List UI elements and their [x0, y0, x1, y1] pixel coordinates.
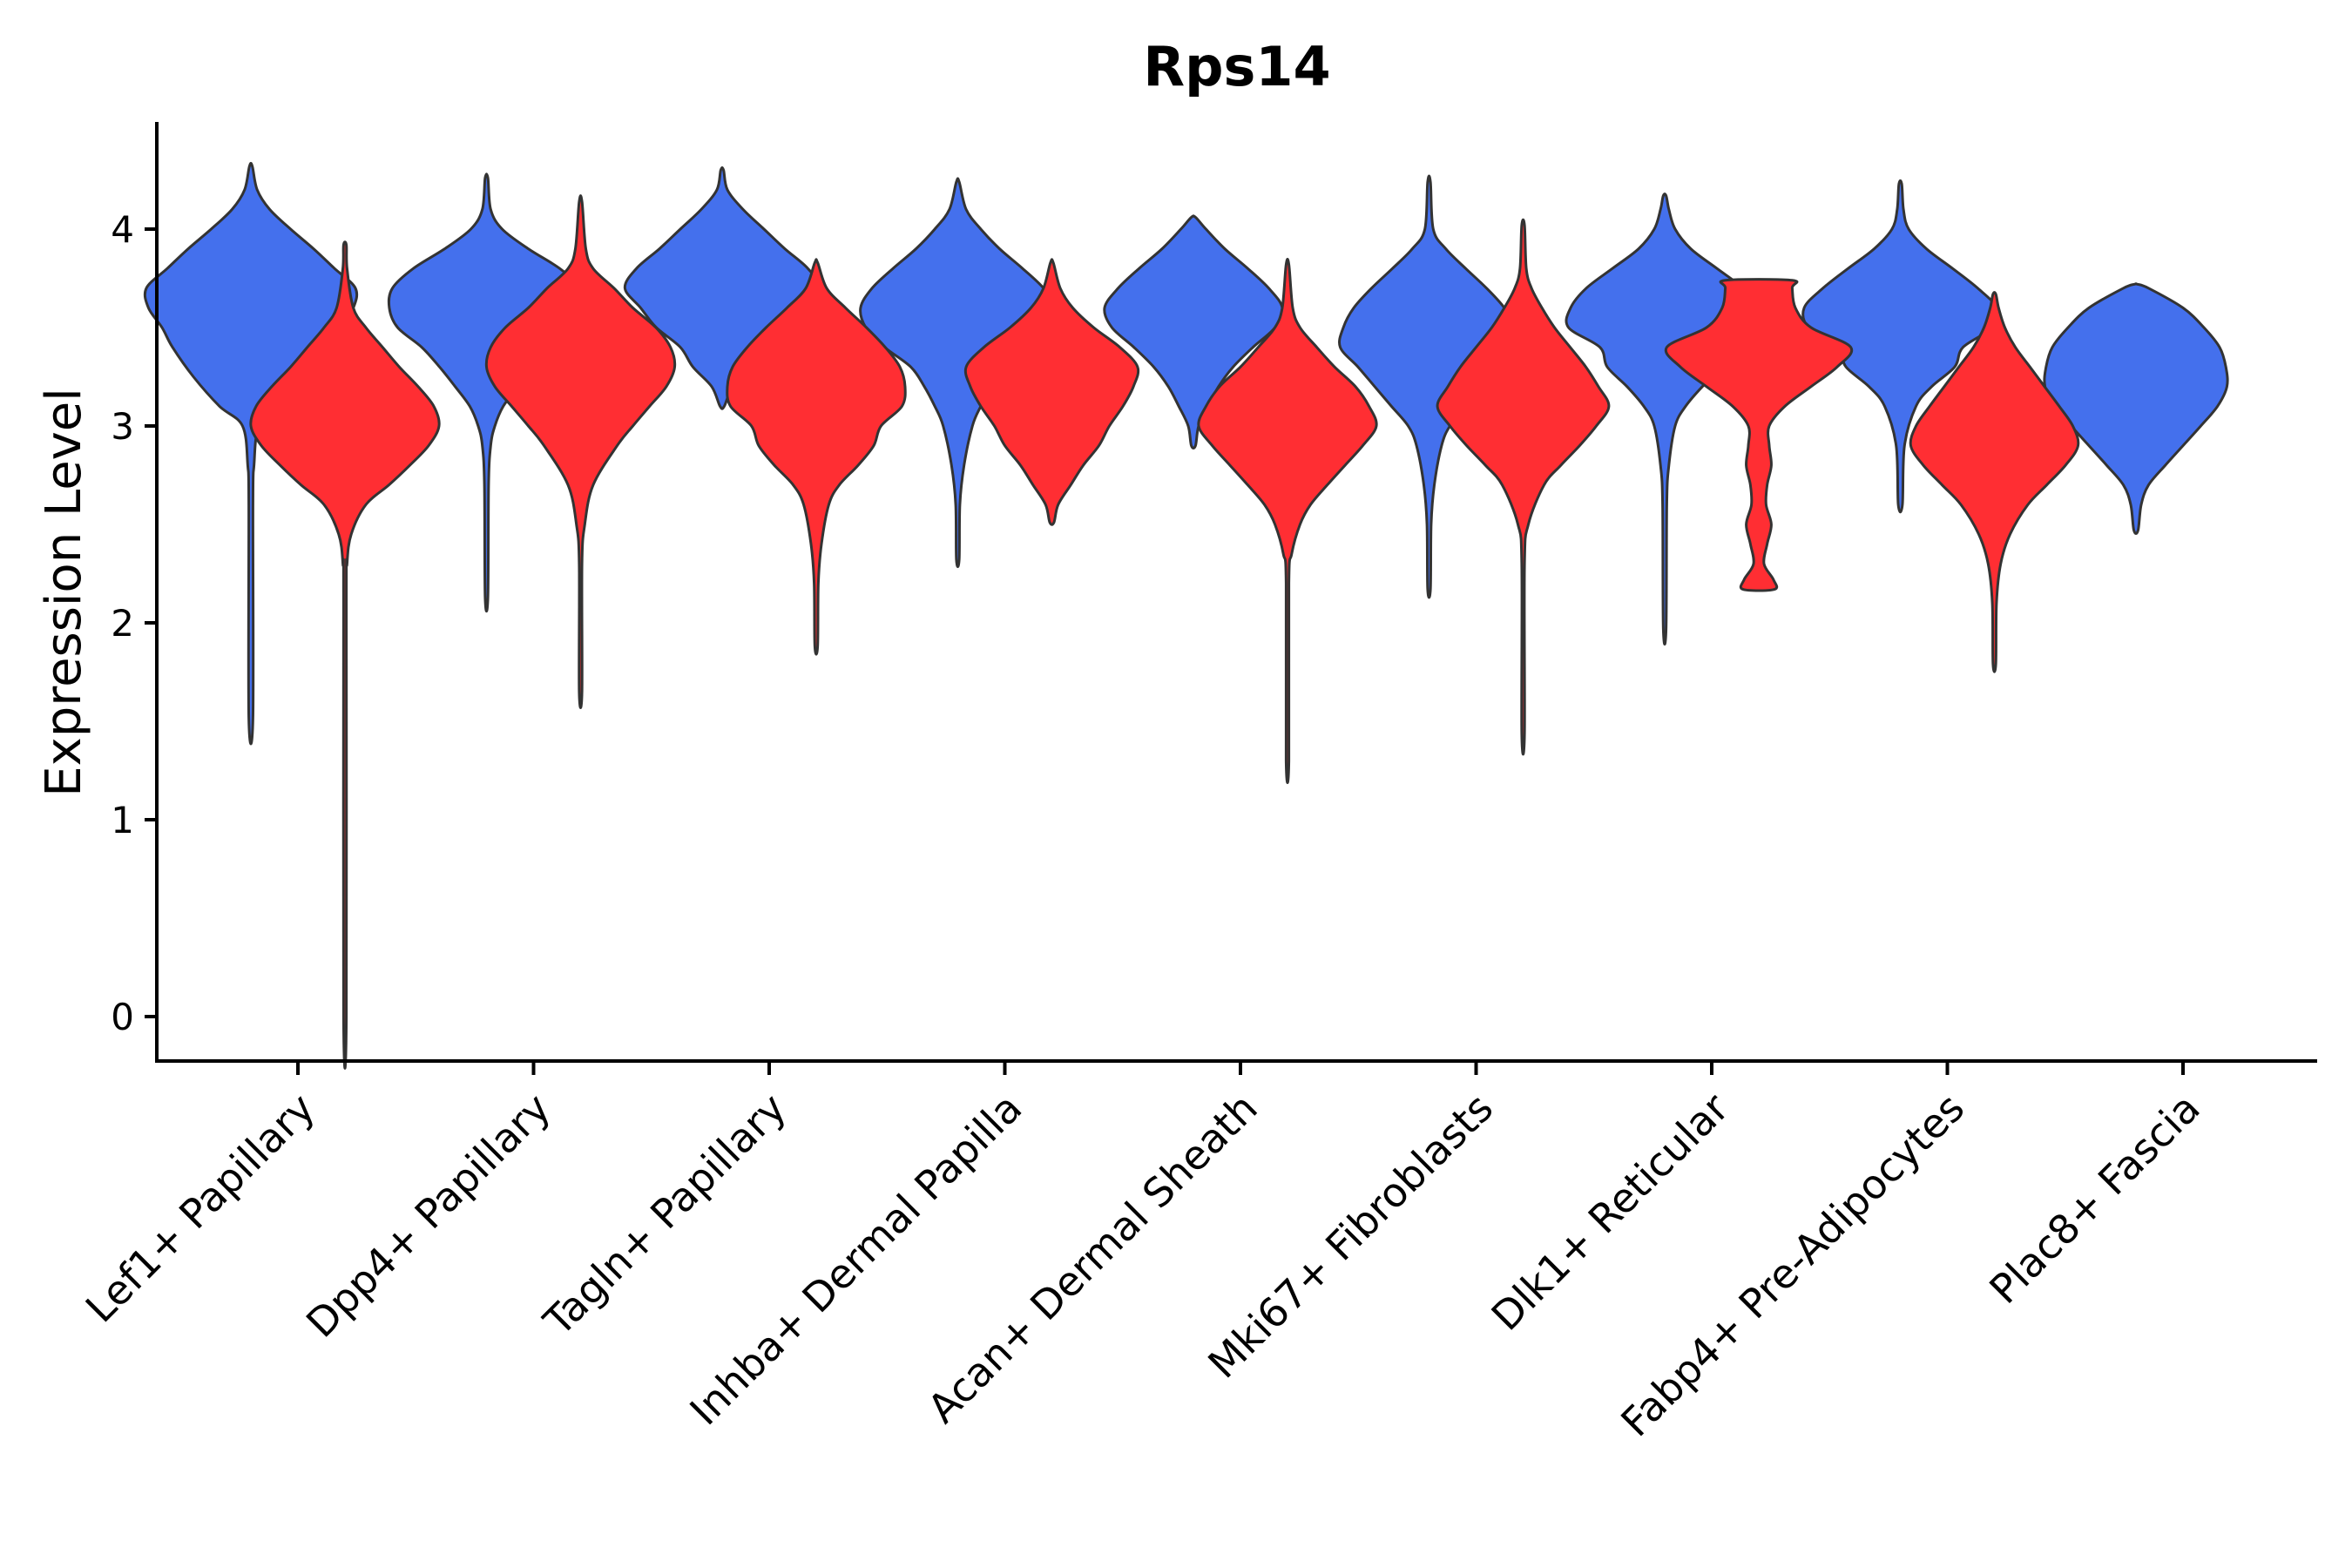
x-tick-label: Dpp4+ Papillary — [297, 1085, 559, 1347]
y-ticks: 0 1 2 3 4 — [111, 208, 157, 1038]
violin-group1-6 — [1565, 193, 1765, 646]
y-tick-label: 0 — [111, 996, 134, 1038]
x-tick-label: Dlk1+ Reticular — [1483, 1085, 1738, 1340]
x-tick-label: Tagln+ Papillary — [534, 1085, 795, 1346]
violin-group1-7 — [1801, 179, 1999, 514]
y-tick-label: 3 — [111, 405, 134, 448]
chart-title: Rps14 — [1143, 35, 1330, 98]
violin-group2-7 — [1909, 291, 2080, 673]
violin-group2-2 — [726, 258, 907, 656]
y-tick-label: 4 — [111, 208, 134, 251]
violin-group2-4 — [1197, 257, 1378, 784]
y-axis-label: Expression Level — [36, 388, 92, 797]
x-tick-label: Plac8+ Fascia — [1980, 1085, 2208, 1313]
violin-group1-4 — [1103, 214, 1284, 449]
violin-group2-5 — [1436, 218, 1611, 756]
violin-group1-8 — [2043, 282, 2229, 535]
violin-group2-3 — [963, 258, 1140, 526]
violin-group2-1 — [484, 194, 677, 709]
y-tick-label: 1 — [111, 799, 134, 841]
y-tick-label: 2 — [111, 602, 134, 645]
violin-group2-0 — [249, 240, 441, 1070]
x-tick-label: Lef1+ Papillary — [77, 1085, 324, 1332]
violin-layer — [143, 161, 2229, 1070]
violin-group2-6 — [1664, 278, 1854, 592]
